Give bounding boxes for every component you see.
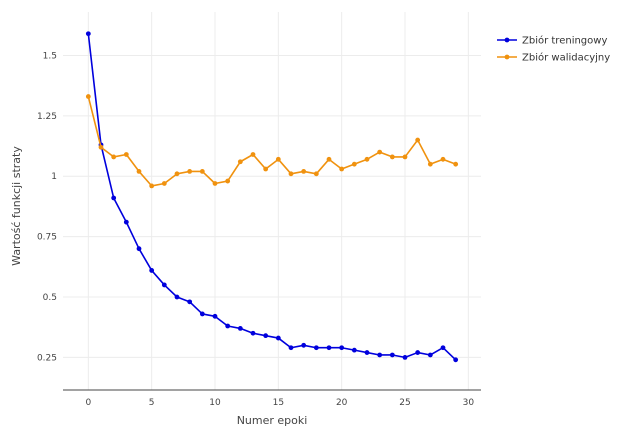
series-0-point-5 <box>149 268 155 273</box>
series-1-point-6 <box>161 181 167 186</box>
series-1-point-25 <box>402 154 408 160</box>
series-0-point-8 <box>187 299 193 305</box>
series-1-point-0 <box>85 94 91 99</box>
x-axis-title: Numer epoki <box>237 414 308 427</box>
series-0-point-26 <box>415 350 421 355</box>
series-1-point-15 <box>275 156 281 162</box>
x-tick-labels: 0 5 10 15 20 25 30 <box>85 398 474 408</box>
series-1-point-21 <box>351 161 357 167</box>
x-tick-label-5: 25 <box>399 398 410 408</box>
legend-label-1: Zbiór walidacyjny <box>522 52 610 64</box>
x-tick-label-1: 5 <box>149 398 155 408</box>
series-1-point-24 <box>389 154 395 160</box>
series-0-point-14 <box>263 333 269 339</box>
x-tick-label-3: 15 <box>273 398 284 408</box>
series-1-point-26 <box>415 137 421 143</box>
series-0-point-13 <box>250 330 256 336</box>
grid-lines <box>63 12 481 390</box>
series-1-point-3 <box>123 152 129 157</box>
series-0-point-29 <box>453 357 459 363</box>
series-0-point-10 <box>212 313 218 319</box>
series-line-1 <box>87 96 456 187</box>
series-1-point-18 <box>313 171 319 177</box>
series-1-point-5 <box>149 183 155 189</box>
series-0-point-23 <box>377 352 383 358</box>
series-1-point-29 <box>453 161 459 167</box>
series-1-point-27 <box>427 161 433 167</box>
legend-marker-0 <box>504 37 510 43</box>
series-1-point-20 <box>339 166 345 172</box>
series-1-point-12 <box>237 159 243 165</box>
series-1-point-16 <box>288 171 294 177</box>
y-tick-label-0: 0.25 <box>37 353 57 363</box>
y-tick-label-5: 1.5 <box>43 51 57 61</box>
y-tick-label-1: 0.5 <box>43 293 57 303</box>
series-1-point-13 <box>250 152 256 157</box>
series-1-point-28 <box>440 156 446 162</box>
series-0-point-28 <box>440 345 446 351</box>
series-0-point-17 <box>301 342 307 348</box>
y-tick-label-2: 0.75 <box>37 233 57 243</box>
y-tick-label-4: 1.25 <box>37 112 57 122</box>
series-0-point-6 <box>161 282 167 288</box>
series-1-point-11 <box>225 178 231 184</box>
series-0-point-19 <box>326 345 332 351</box>
y-tick-label-3: 1 <box>51 172 57 182</box>
series-0-point-27 <box>427 352 433 358</box>
series-group <box>85 31 459 363</box>
legend-label-0: Zbiór treningowy <box>522 35 607 47</box>
y-tick-labels: 0.25 0.5 0.75 1 1.25 1.5 <box>37 51 57 363</box>
series-0-point-0 <box>85 31 91 37</box>
series-0-point-2 <box>111 195 117 201</box>
y-axis-title: Wartość funkcji straty <box>10 146 23 266</box>
series-1-point-14 <box>263 166 269 172</box>
series-0-point-21 <box>351 347 357 353</box>
series-0-point-7 <box>174 294 180 300</box>
series-1 <box>85 94 459 189</box>
series-0-point-3 <box>123 219 129 225</box>
legend: Zbiór treningowy Zbiór walidacyjny <box>497 35 610 64</box>
series-0-point-24 <box>389 352 395 358</box>
series-1-point-23 <box>377 149 383 155</box>
series-0-point-22 <box>364 350 370 355</box>
series-0 <box>85 31 459 363</box>
x-tick-label-6: 30 <box>463 398 475 408</box>
x-tick-label-0: 0 <box>85 398 91 408</box>
series-1-point-22 <box>364 156 370 162</box>
x-tick-label-2: 10 <box>209 398 221 408</box>
series-1-point-9 <box>199 169 205 174</box>
series-0-point-25 <box>402 354 408 360</box>
series-1-point-7 <box>174 171 180 177</box>
series-1-point-8 <box>187 169 193 174</box>
series-1-point-17 <box>301 169 307 174</box>
series-0-point-11 <box>225 323 231 329</box>
series-1-point-4 <box>136 169 142 174</box>
series-0-point-20 <box>339 345 345 351</box>
series-1-point-10 <box>212 181 218 186</box>
series-0-point-15 <box>275 335 281 341</box>
series-0-point-18 <box>313 345 319 351</box>
x-tick-label-4: 20 <box>336 398 348 408</box>
series-line-0 <box>87 33 457 361</box>
series-1-point-19 <box>326 156 332 162</box>
series-0-point-4 <box>136 246 142 252</box>
series-0-point-16 <box>288 345 294 351</box>
series-1-point-1 <box>98 144 104 150</box>
legend-marker-1 <box>504 54 510 60</box>
series-0-point-12 <box>237 326 243 331</box>
series-1-point-2 <box>111 154 117 160</box>
series-0-point-9 <box>199 311 205 317</box>
